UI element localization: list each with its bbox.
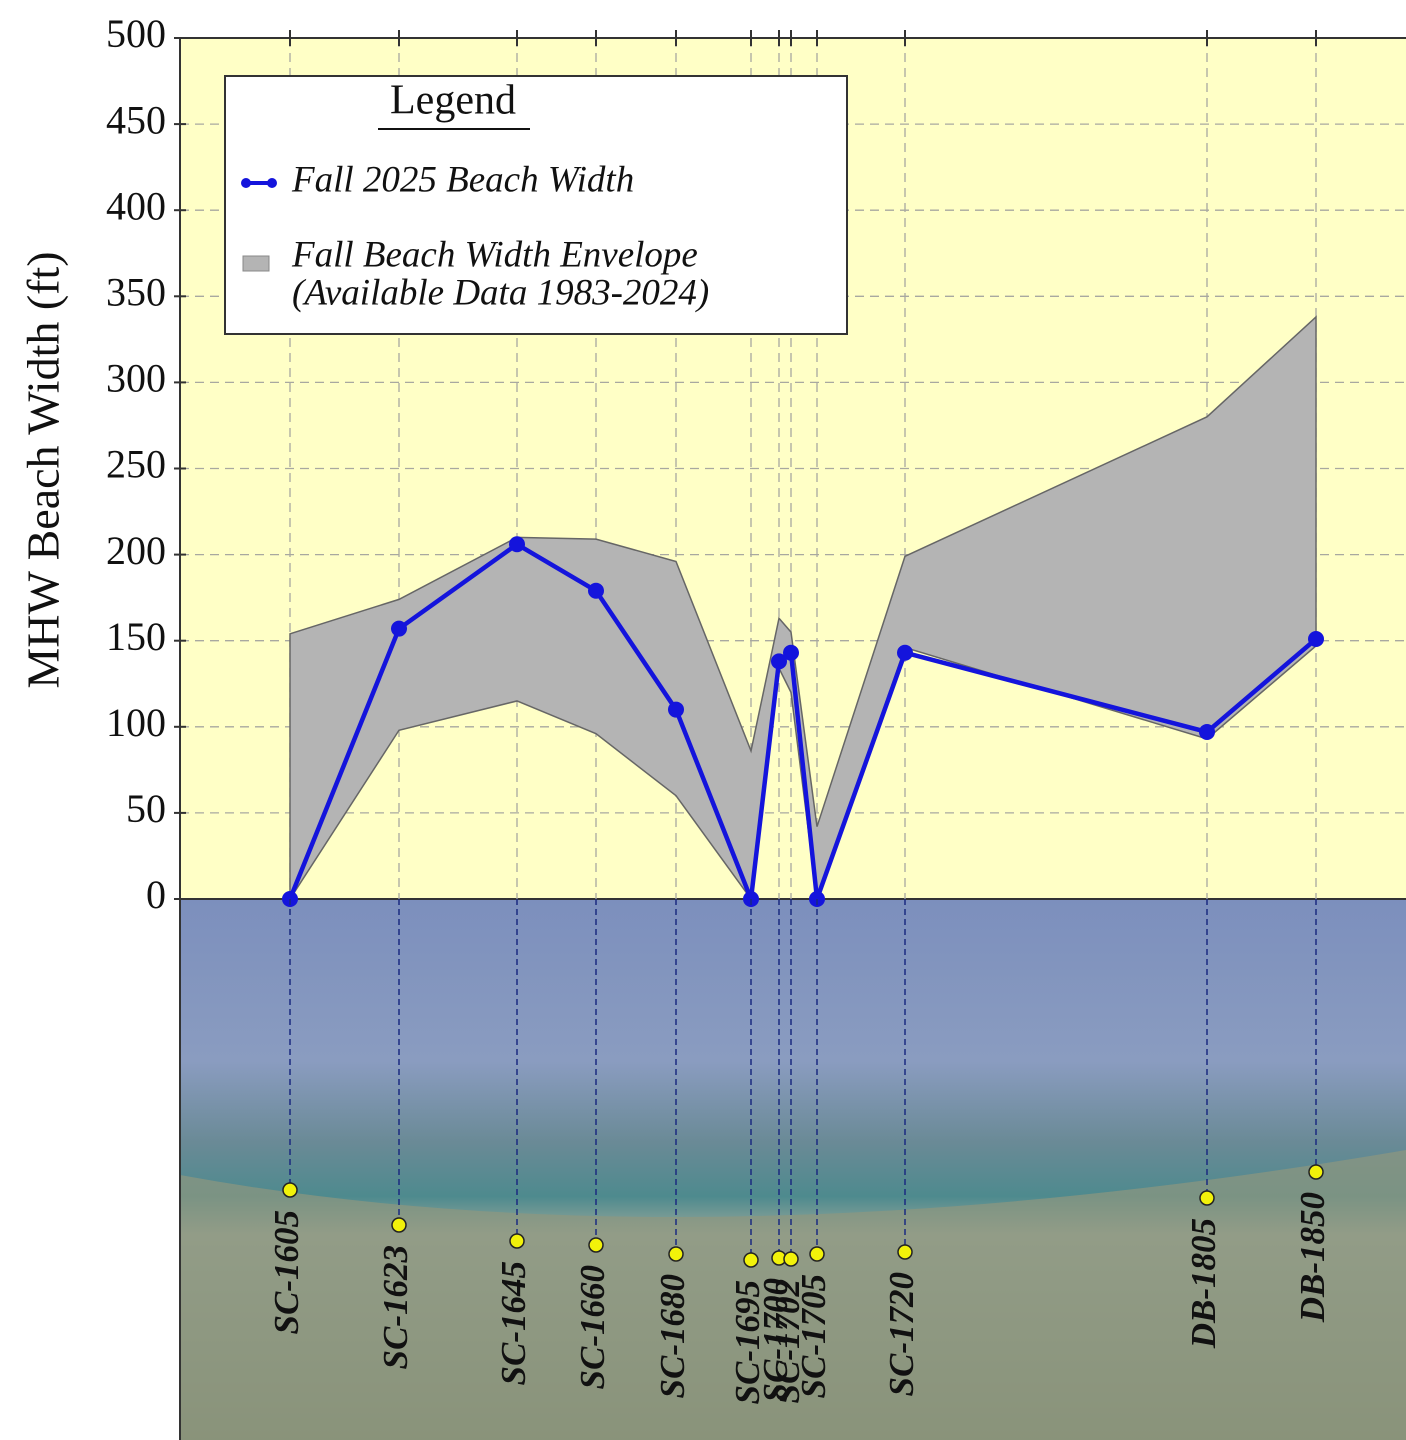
legend-entry: Fall 2025 Beach Width — [291, 159, 634, 200]
x-tick-label: SC-1645 — [494, 1261, 533, 1385]
x-tick-label: SC-1660 — [573, 1265, 612, 1389]
transect-dot — [589, 1238, 603, 1252]
legend-entry: Fall Beach Width Envelope — [291, 234, 698, 275]
y-tick-label: 250 — [106, 442, 166, 487]
y-tick-label: 100 — [106, 700, 166, 745]
data-point — [391, 621, 407, 637]
transect-dot — [283, 1183, 297, 1197]
legend-area-symbol — [243, 256, 269, 271]
data-point — [509, 536, 525, 552]
transect-dot — [898, 1245, 912, 1259]
data-point — [588, 583, 604, 599]
x-tick-label: DB-1805 — [1184, 1218, 1223, 1349]
transect-dot — [510, 1234, 524, 1248]
transect-dot — [784, 1252, 798, 1266]
transect-dot — [744, 1253, 758, 1267]
transect-dot — [810, 1247, 824, 1261]
chart: MHW Beach Width (ft) Legend Fall 2025 Be… — [0, 0, 1406, 1440]
y-tick-label: 150 — [106, 614, 166, 659]
y-axis-label: MHW Beach Width (ft) — [18, 251, 69, 688]
x-tick-label: SC-1623 — [376, 1245, 415, 1369]
transect-dot — [392, 1218, 406, 1232]
y-tick-label: 300 — [106, 356, 166, 401]
legend-entry-note: (Available Data 1983-2024) — [292, 272, 709, 313]
data-point — [668, 702, 684, 718]
legend-marker — [241, 178, 251, 188]
y-tick-label: 450 — [106, 97, 166, 142]
x-tick-label: DB-1850 — [1293, 1192, 1332, 1323]
data-point — [1308, 631, 1324, 647]
x-tick-label: SC-1605 — [267, 1210, 306, 1334]
transect-dot — [1200, 1191, 1214, 1205]
data-point — [1199, 724, 1215, 740]
y-tick-label: 50 — [126, 786, 166, 831]
y-tick-label: 0 — [146, 872, 166, 917]
legend-title: Legend — [390, 78, 516, 124]
data-point — [783, 645, 799, 661]
y-tick-label: 200 — [106, 528, 166, 573]
y-tick-label: 500 — [106, 11, 166, 56]
y-tick-label: 350 — [106, 269, 166, 314]
transect-dot — [1309, 1165, 1323, 1179]
y-tick-label: 400 — [106, 183, 166, 228]
transect-dot — [669, 1247, 683, 1261]
legend-marker — [267, 178, 277, 188]
x-tick-label: SC-1720 — [882, 1272, 921, 1396]
legend: Legend Fall 2025 Beach Width Fall Beach … — [225, 76, 847, 334]
x-tick-label: SC-1680 — [653, 1274, 692, 1398]
data-point — [897, 645, 913, 661]
x-tick-label: SC-1705 — [794, 1274, 833, 1398]
